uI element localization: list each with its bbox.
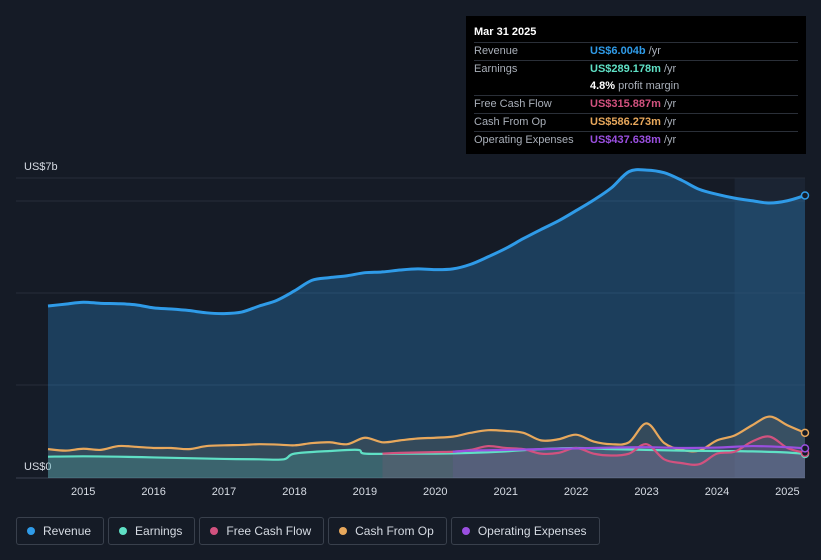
legend-label: Operating Expenses — [477, 524, 587, 538]
tooltip-row-unit: /yr — [663, 63, 677, 75]
tooltip-row-value: US$6.004b — [590, 45, 646, 57]
legend-label: Earnings — [135, 524, 183, 538]
cash-from-op-endpoint — [800, 428, 810, 438]
revenue-endpoint — [800, 191, 810, 200]
legend-label: Revenue — [43, 524, 92, 538]
revenue-area — [48, 169, 805, 478]
operating-expenses-endpoint — [800, 444, 810, 453]
series-endpoints — [800, 191, 810, 459]
x-tick-label: 2021 — [493, 486, 517, 498]
x-tick-label: 2015 — [71, 486, 95, 498]
x-tick-label: 2019 — [353, 486, 377, 498]
x-axis-ticks: 2015 2016 2017 2018 2019 2020 2021 2022 2023 2024… — [71, 486, 800, 498]
tooltip-panel: Mar 31 2025 Revenue US$6.004b/yr Earnings U… — [466, 16, 806, 154]
y-axis-bottom-label: US$0 — [24, 461, 52, 473]
tooltip-date: Mar 31 2025 — [474, 26, 537, 38]
legend-dot-icon — [339, 527, 348, 535]
legend-dot-icon — [27, 527, 35, 535]
tooltip-row-label: Revenue — [474, 45, 519, 57]
legend-item-free-cash-flow[interactable]: Free Cash Flow — [199, 517, 325, 545]
revenue-line — [47, 168, 806, 316]
tooltip-row-unit: /yr — [663, 98, 677, 110]
tooltip-row-value: US$437.638m — [590, 134, 661, 146]
tooltip-row-label — [474, 78, 590, 95]
tooltip-row: Revenue US$6.004b/yr — [474, 42, 798, 60]
tooltip-row: 4.8% profit margin — [474, 78, 798, 95]
x-tick-label: 2016 — [141, 486, 165, 498]
operating-expenses-line — [452, 444, 806, 453]
cash-from-op-area — [48, 416, 805, 478]
tooltip-row-label: Operating Expenses — [474, 134, 574, 146]
legend-item-operating-expenses[interactable]: Operating Expenses — [450, 517, 600, 545]
legend: Revenue Earnings Free Cash Flow Cash From O… — [16, 517, 600, 547]
legend-item-earnings[interactable]: Earnings — [108, 517, 196, 545]
legend-dot-icon — [210, 527, 219, 535]
x-tick-label: 2023 — [634, 486, 658, 498]
y-axis-top-label: US$7b — [24, 161, 58, 173]
x-tick-label: 2025 — [775, 486, 799, 498]
tooltip-row-unit: /yr — [648, 45, 661, 57]
legend-dot-icon — [119, 527, 128, 535]
series-lines — [47, 168, 806, 466]
tooltip-rows: Revenue US$6.004b/yr Earnings US$289.178m/y… — [474, 42, 798, 149]
x-tick-label: 2022 — [564, 486, 588, 498]
tooltip-row-value: US$586.273m — [590, 116, 661, 128]
legend-item-cash-from-op[interactable]: Cash From Op — [328, 517, 447, 545]
tooltip-row-value: 4.8% — [590, 80, 616, 92]
x-tick-label: 2024 — [705, 486, 729, 498]
x-tick-label: 2018 — [282, 486, 306, 498]
x-tick-label: 2020 — [423, 486, 447, 498]
tooltip-row-label: Cash From Op — [474, 116, 547, 128]
tooltip-row-value: US$315.887m — [590, 98, 661, 110]
tooltip-row-unit: /yr — [663, 134, 677, 146]
tooltip-row-label: Free Cash Flow — [474, 98, 552, 110]
tooltip-row: Earnings US$289.178m/yr — [474, 60, 798, 78]
tooltip-row-value: US$289.178m — [590, 63, 661, 75]
legend-label: Cash From Op — [355, 524, 434, 538]
tooltip-row: Cash From Op US$586.273m/yr — [474, 113, 798, 131]
x-tick-label: 2017 — [212, 486, 236, 498]
tooltip-row-label: Earnings — [474, 63, 518, 75]
legend-dot-icon — [461, 527, 470, 535]
tooltip-row: Free Cash Flow US$315.887m/yr — [474, 95, 798, 113]
legend-item-revenue[interactable]: Revenue — [16, 517, 105, 545]
tooltip-row-unit: /yr — [663, 116, 677, 128]
legend-label: Free Cash Flow — [226, 524, 312, 538]
tooltip-row: Operating Expenses US$437.638m/yr — [474, 131, 798, 149]
tooltip-row-unit: profit margin — [618, 80, 680, 92]
gridlines — [16, 177, 805, 479]
